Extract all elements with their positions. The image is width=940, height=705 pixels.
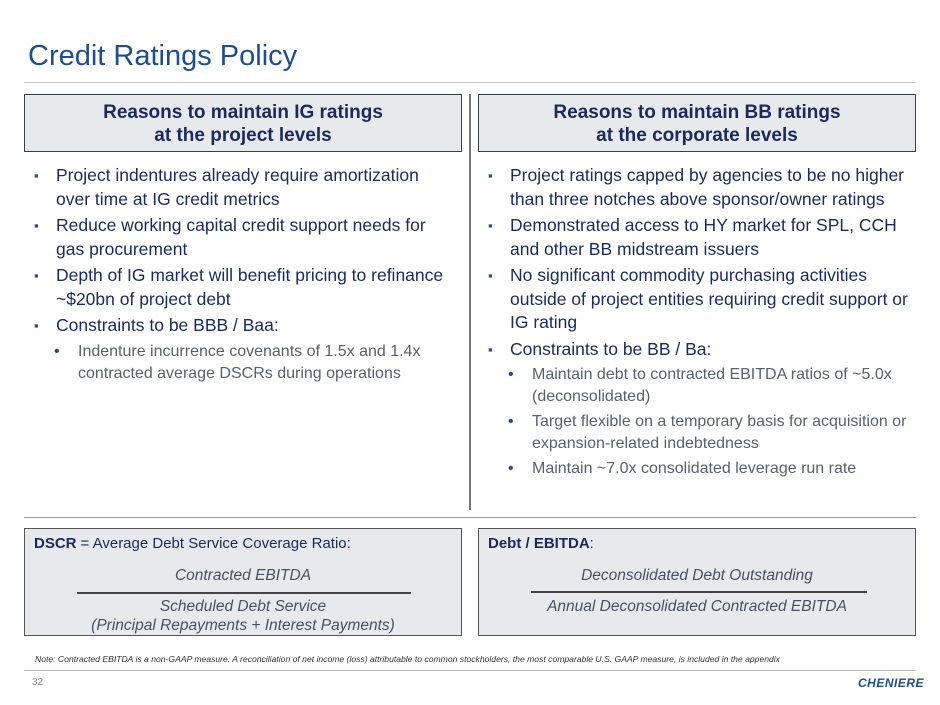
formula-heading: Debt / EBITDA: — [488, 535, 594, 552]
column-divider — [469, 94, 471, 510]
bullet: Project ratings capped by agencies to be… — [482, 164, 910, 211]
bullet: Constraints to be BB / Ba: — [482, 338, 910, 362]
heading-line: Reasons to maintain BB ratings — [553, 102, 841, 123]
fraction-bar — [531, 591, 867, 593]
bullet: No significant commodity purchasing acti… — [482, 264, 910, 335]
formula-definition: = Average Debt Service Coverage Ratio: — [80, 535, 351, 552]
numerator: Deconsolidated Debt Outstanding — [581, 567, 813, 584]
formula-box: Debt / EBITDA: Deconsolidated Debt Outsta… — [478, 528, 916, 636]
heading-line: at the project levels — [154, 125, 332, 146]
column-heading: Reasons to maintain IG ratings at the pro… — [24, 94, 462, 152]
bullet-list: Project indentures already require amort… — [28, 164, 448, 385]
denominator-line: (Principal Repayments + Interest Payment… — [91, 617, 395, 634]
formula-heading: DSCR = Average Debt Service Coverage Rati… — [34, 535, 351, 552]
heading-line: Reasons to maintain IG ratings — [103, 102, 383, 123]
formula-term: DSCR — [34, 535, 77, 552]
formula-term: Debt / EBITDA — [488, 535, 590, 552]
sub-bullet: Maintain ~7.0x consolidated leverage run… — [482, 458, 910, 480]
sub-bullet: Maintain debt to contracted EBITDA ratio… — [482, 364, 910, 408]
footnote: Note: Contracted EBITDA is a non-GAAP me… — [35, 654, 780, 664]
denominator-line: Annual Deconsolidated Contracted EBITDA — [547, 598, 847, 615]
slide-title: Credit Ratings Policy — [28, 40, 298, 72]
bullet: Project indentures already require amort… — [28, 164, 448, 211]
numerator: Contracted EBITDA — [174, 567, 312, 584]
sub-bullet: Indenture incurrence covenants of 1.5x a… — [28, 341, 448, 385]
fraction-bar — [77, 592, 411, 594]
bullet: Depth of IG market will benefit pricing … — [28, 264, 448, 311]
section-rule — [24, 517, 916, 518]
formula-box: DSCR = Average Debt Service Coverage Rati… — [24, 528, 462, 636]
heading-line: at the corporate levels — [596, 125, 798, 146]
denominator-line: Scheduled Debt Service — [159, 598, 327, 615]
bullet: Demonstrated access to HY market for SPL… — [482, 214, 910, 261]
column-heading: Reasons to maintain BB ratings at the cor… — [478, 94, 916, 152]
page-number: 32 — [32, 677, 44, 688]
formula-definition: : — [589, 535, 594, 552]
bullet-list: Project ratings capped by agencies to be… — [482, 164, 910, 480]
sub-bullet: Target flexible on a temporary basis for… — [482, 411, 910, 455]
footer-rule — [24, 670, 916, 671]
bullet: Constraints to be BBB / Baa: — [28, 314, 448, 338]
title-rule — [24, 82, 916, 83]
logo: CHENIERE — [858, 676, 925, 690]
bullet: Reduce working capital credit support ne… — [28, 214, 448, 261]
